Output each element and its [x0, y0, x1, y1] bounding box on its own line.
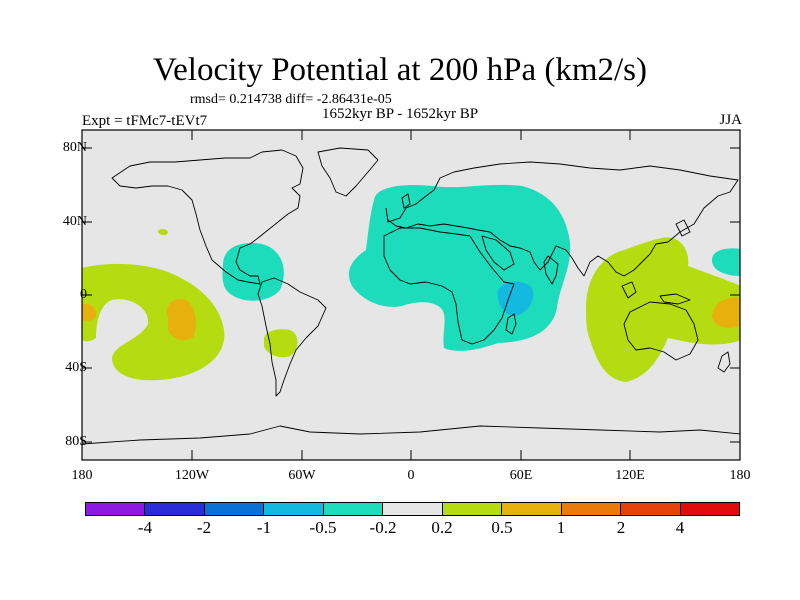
lat-label-80n: 80N [62, 140, 87, 155]
color-bar-label: -0.5 [309, 518, 337, 537]
color-bar-segment [621, 503, 681, 515]
lon-label-60w: 60W [288, 468, 316, 483]
coastline-borneo [621, 281, 637, 299]
plot-title: Velocity Potential at 200 hPa (km2/s) [152, 52, 648, 88]
coastline-japan [675, 219, 691, 237]
color-bar-segment [264, 503, 324, 515]
color-bar-label: -0.2 [369, 518, 397, 537]
lon-label-180-west: 180 [71, 468, 93, 483]
color-bar-segment [442, 503, 503, 515]
positive-core-west-edge [82, 303, 97, 322]
positive-region-south-america [264, 329, 298, 358]
coastline-greenland [317, 147, 379, 197]
coastlines [82, 147, 740, 445]
lat-label-80s: 80S [65, 434, 87, 449]
color-bar [85, 502, 740, 516]
lon-label-120e: 120E [615, 468, 645, 483]
lat-label-0: 0 [80, 287, 87, 302]
coastline-madagascar [505, 313, 517, 335]
color-bar-segment [145, 503, 205, 515]
color-bar-label: -2 [196, 518, 212, 537]
color-bar-label: 0.2 [431, 518, 453, 537]
lon-label-120w: 120W [174, 468, 210, 483]
coastline-new-guinea [659, 293, 691, 305]
experiment-label: Expt = tFMc7-tEVt7 [82, 113, 208, 129]
lon-label-60e: 60E [509, 468, 533, 483]
coastline-eurasia [385, 161, 739, 277]
lat-label-40n: 40N [62, 214, 87, 229]
negative-region-caribbean [222, 242, 284, 301]
negative-region-dateline [712, 248, 740, 276]
period-label: 1652kyr BP - 1652kyr BP [322, 106, 479, 122]
coastline-new-zealand [717, 351, 731, 373]
color-bar-segment [323, 503, 384, 515]
positive-region-west-pacific [586, 237, 740, 382]
color-bar-label: -1 [256, 518, 272, 537]
color-bar-segment [383, 503, 443, 515]
stats-text: rmsd= 0.214738 diff= -2.86431e-05 [190, 92, 392, 107]
color-bar-segment [502, 503, 562, 515]
coastline-north-america [111, 149, 304, 285]
lon-label-0: 0 [407, 468, 415, 483]
color-bar-segment [86, 503, 146, 515]
positive-speck-north-pacific [158, 229, 168, 235]
color-bar-segment [204, 503, 265, 515]
coastline-india [543, 255, 559, 285]
coastline-arabia [481, 235, 515, 271]
color-bar-label: 0.5 [491, 518, 513, 537]
coastline-south-america [257, 277, 327, 397]
positive-core-west-pacific [712, 297, 740, 328]
color-bar-label: 4 [675, 518, 685, 537]
contour-layer [82, 184, 740, 382]
coastline-british-isles [401, 193, 411, 209]
coastline-australia [623, 301, 699, 361]
lon-label-180-east: 180 [729, 468, 751, 483]
season-label: JJA [719, 112, 742, 128]
color-bar-segment [561, 503, 622, 515]
map-frame [81, 129, 741, 461]
color-bar-label: -4 [137, 518, 153, 537]
color-bar-segment [680, 503, 739, 515]
lat-label-40s: 40S [65, 360, 87, 375]
positive-core-east-pacific [167, 298, 196, 341]
positive-region-east-pacific [82, 263, 225, 381]
coastline-antarctica [82, 425, 740, 445]
color-bar-label: 2 [616, 518, 626, 537]
color-bar-label: 1 [556, 518, 566, 537]
coastline-africa [383, 227, 515, 345]
axis-ticks [81, 130, 741, 460]
negative-core-indian-ocean [497, 281, 534, 316]
